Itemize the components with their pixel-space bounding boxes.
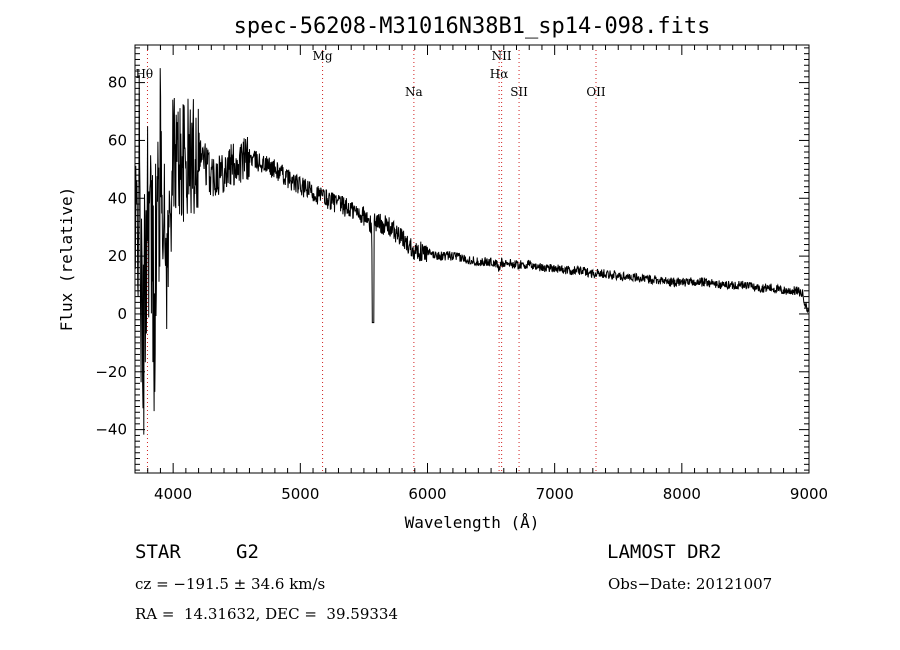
y-tick-label: 60 bbox=[108, 131, 127, 149]
object-subclass: G2 bbox=[236, 541, 259, 563]
y-tick-label: 0 bbox=[117, 305, 127, 323]
chart-title: spec-56208-M31016N38B1_sp14-098.fits bbox=[234, 14, 711, 39]
spectral-line-label: Hθ bbox=[135, 67, 153, 81]
y-axis-label: Flux (relative) bbox=[57, 187, 76, 332]
x-tick-label: 8000 bbox=[663, 485, 701, 503]
axis-ticks: 4000 5000 6000 7000 8000 9000 −40 −20 0 20 40 60 80 bbox=[95, 45, 828, 503]
object-class: STAR bbox=[135, 541, 181, 563]
survey-name: LAMOST DR2 bbox=[607, 541, 722, 563]
x-tick-label: 7000 bbox=[536, 485, 574, 503]
y-tick-label: 20 bbox=[108, 247, 127, 265]
y-tick-label: 80 bbox=[108, 74, 127, 92]
spectral-line-label: OII bbox=[586, 85, 606, 99]
spectral-line-label: NII bbox=[492, 49, 512, 63]
y-tick-label: −20 bbox=[95, 363, 127, 381]
plot-frame bbox=[134, 44, 810, 474]
obs-date: Obs−Date: 20121007 bbox=[608, 575, 773, 593]
y-tick-label: −40 bbox=[95, 421, 127, 439]
spectral-line-label: SII bbox=[510, 85, 528, 99]
x-tick-label: 5000 bbox=[281, 485, 319, 503]
spectrum-line bbox=[134, 68, 810, 435]
x-tick-label: 4000 bbox=[154, 485, 192, 503]
redshift-value: cz = −191.5 ± 34.6 km/s bbox=[135, 575, 326, 593]
x-tick-label: 9000 bbox=[790, 485, 828, 503]
y-tick-label: 40 bbox=[108, 189, 127, 207]
spectral-line-label: Mg bbox=[313, 49, 333, 63]
spectral-line-label: Na bbox=[405, 85, 423, 99]
x-tick-label: 6000 bbox=[408, 485, 446, 503]
spectral-line-label: Hα bbox=[490, 67, 509, 81]
coordinates: RA = 14.31632, DEC = 39.59334 bbox=[135, 605, 399, 623]
x-axis-label: Wavelength (Å) bbox=[405, 513, 540, 532]
